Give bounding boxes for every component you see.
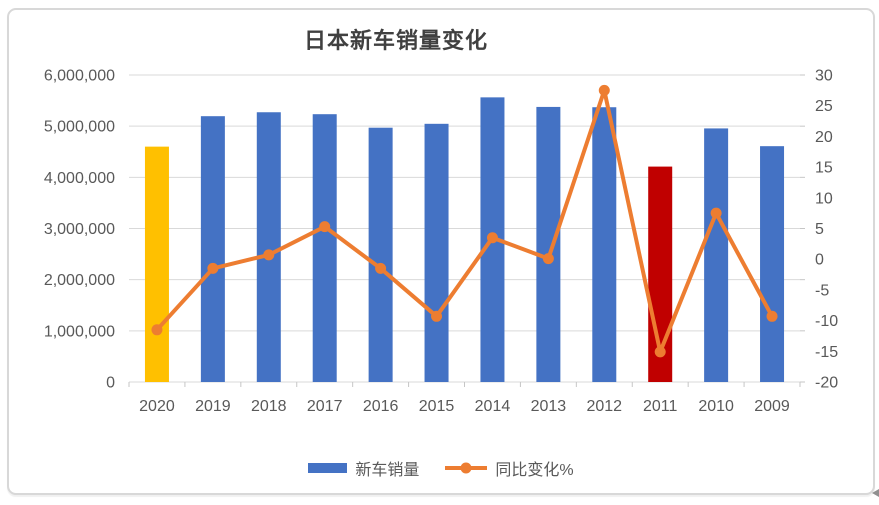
- x-axis-label-2013: 2013: [531, 398, 567, 415]
- left-axis-label-4000000: 4,000,000: [44, 170, 115, 187]
- yoy-line[interactable]: [154, 88, 775, 354]
- left-axis-label-5000000: 5,000,000: [44, 119, 115, 136]
- yoy-point-2014[interactable]: [486, 232, 498, 244]
- bar-2017[interactable]: [312, 114, 337, 382]
- right-axis-label--5: -5: [815, 282, 829, 299]
- yoy-point-2015[interactable]: [431, 310, 443, 322]
- left-axis-label-1000000: 1,000,000: [44, 323, 115, 340]
- bar-2009[interactable]: [760, 146, 785, 382]
- right-axis-label-0: 0: [815, 252, 824, 269]
- yoy-legend-label: 同比变化%: [495, 462, 574, 479]
- chart-legend: 新车销量 同比变化%: [9, 456, 873, 480]
- bar-2012[interactable]: [592, 107, 617, 383]
- x-axis-label-2009: 2009: [754, 398, 790, 415]
- right-axis-label--15: -15: [815, 344, 838, 361]
- scroll-left-arrow-icon[interactable]: [872, 489, 879, 497]
- bar-series-swatch-icon: [308, 463, 348, 473]
- x-axis-label-2012: 2012: [586, 398, 622, 415]
- bar-2013[interactable]: [536, 106, 561, 382]
- yoy-point-2018[interactable]: [263, 249, 275, 261]
- line-series-swatch-icon: [445, 462, 488, 474]
- bar-2016[interactable]: [368, 127, 393, 383]
- right-axis-label--20: -20: [815, 375, 838, 392]
- left-axis-label-2000000: 2,000,000: [44, 272, 115, 289]
- x-axis-label-2011: 2011: [643, 398, 678, 415]
- left-axis-label-0: 0: [106, 375, 115, 392]
- legend-item-sales[interactable]: 新车销量: [308, 456, 419, 480]
- legend-item-yoy[interactable]: 同比变化%: [445, 456, 574, 480]
- right-axis-label-15: 15: [815, 160, 833, 177]
- yoy-point-2019[interactable]: [207, 262, 219, 274]
- x-axis-label-2018: 2018: [251, 398, 287, 415]
- right-axis-label-25: 25: [815, 98, 833, 115]
- sales-legend-label: 新车销量: [355, 462, 420, 479]
- yoy-point-2017[interactable]: [319, 221, 331, 233]
- yoy-point-2010[interactable]: [710, 207, 722, 219]
- yoy-point-2013[interactable]: [542, 253, 554, 265]
- right-axis-label--10: -10: [815, 313, 838, 330]
- yoy-point-2011[interactable]: [654, 346, 666, 358]
- line-marker-dot-icon: [460, 462, 472, 474]
- x-axis-label-2020: 2020: [139, 398, 175, 415]
- right-axis-label-5: 5: [815, 221, 824, 238]
- bar-2015[interactable]: [424, 123, 449, 383]
- x-axis-label-2019: 2019: [195, 398, 231, 415]
- chart-card[interactable]: 6,000,000 5,000,000 4,000,000 3,000,000 2,00…: [7, 8, 875, 495]
- x-axis-label-2015: 2015: [419, 398, 455, 415]
- right-axis-label-10: 10: [815, 190, 833, 207]
- bar-2019[interactable]: [200, 116, 225, 383]
- right-axis-label-20: 20: [815, 129, 833, 146]
- chart-title: 日本新车销量变化: [303, 28, 489, 53]
- bar-2018[interactable]: [256, 112, 281, 383]
- bar-2010[interactable]: [704, 128, 729, 382]
- yoy-point-2012[interactable]: [598, 84, 610, 96]
- yoy-point-2020[interactable]: [151, 324, 163, 336]
- x-axis-label-2016: 2016: [363, 398, 399, 415]
- chart-plot-area: 6,000,000 5,000,000 4,000,000 3,000,000 2,00…: [44, 68, 838, 416]
- bar-2020[interactable]: [144, 146, 169, 382]
- yoy-point-2016[interactable]: [375, 262, 387, 274]
- x-axis-label-2017: 2017: [307, 398, 343, 415]
- yoy-point-2009[interactable]: [766, 310, 778, 322]
- right-axis-label-30: 30: [815, 68, 833, 85]
- x-axis-label-2010: 2010: [698, 398, 734, 415]
- left-axis-label-6000000: 6,000,000: [44, 68, 115, 85]
- left-axis-label-3000000: 3,000,000: [44, 221, 115, 238]
- x-axis-label-2014: 2014: [475, 398, 511, 415]
